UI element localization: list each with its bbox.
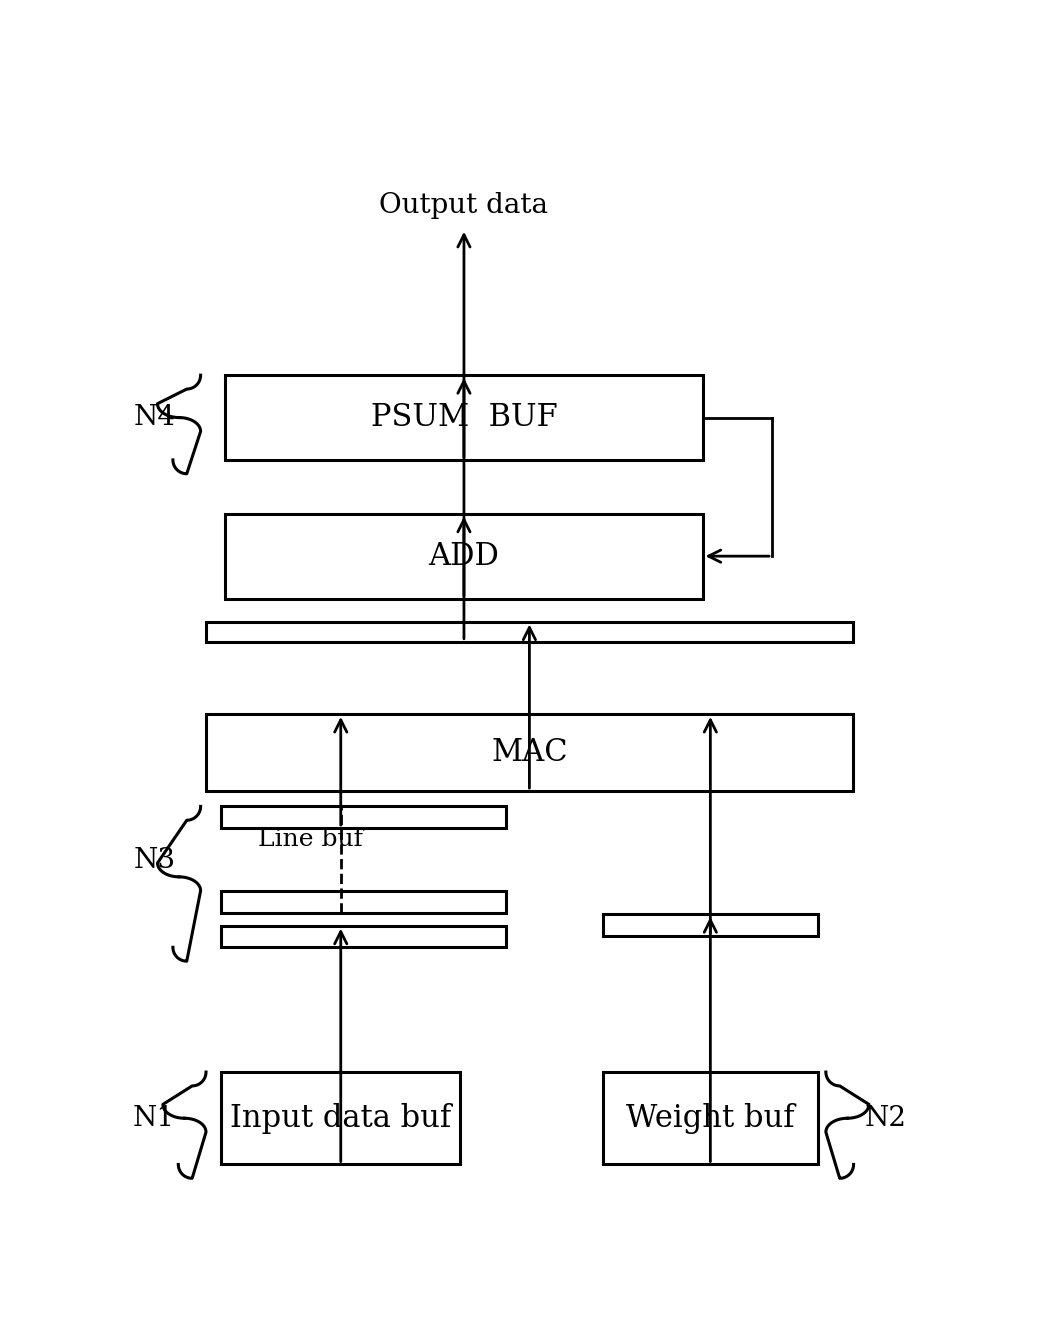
Text: ADD: ADD bbox=[428, 541, 499, 572]
Bar bbox=[221, 891, 506, 912]
Text: N1: N1 bbox=[133, 1105, 175, 1132]
Text: MAC: MAC bbox=[491, 737, 568, 767]
Bar bbox=[225, 375, 702, 460]
Text: N3: N3 bbox=[133, 847, 175, 874]
Text: PSUM  BUF: PSUM BUF bbox=[371, 402, 557, 434]
Text: N4: N4 bbox=[133, 404, 175, 431]
Text: Line buf: Line buf bbox=[257, 829, 363, 851]
Text: Weight buf: Weight buf bbox=[626, 1103, 795, 1133]
Bar bbox=[602, 914, 818, 936]
Bar bbox=[221, 1072, 461, 1165]
Text: Input data buf: Input data buf bbox=[230, 1103, 451, 1133]
Bar bbox=[225, 513, 702, 598]
Bar bbox=[221, 806, 506, 829]
Text: Output data: Output data bbox=[379, 193, 548, 219]
Bar bbox=[206, 621, 852, 641]
Text: N2: N2 bbox=[865, 1105, 907, 1132]
Bar bbox=[206, 714, 852, 791]
Bar bbox=[221, 926, 506, 947]
Bar bbox=[602, 1072, 818, 1165]
